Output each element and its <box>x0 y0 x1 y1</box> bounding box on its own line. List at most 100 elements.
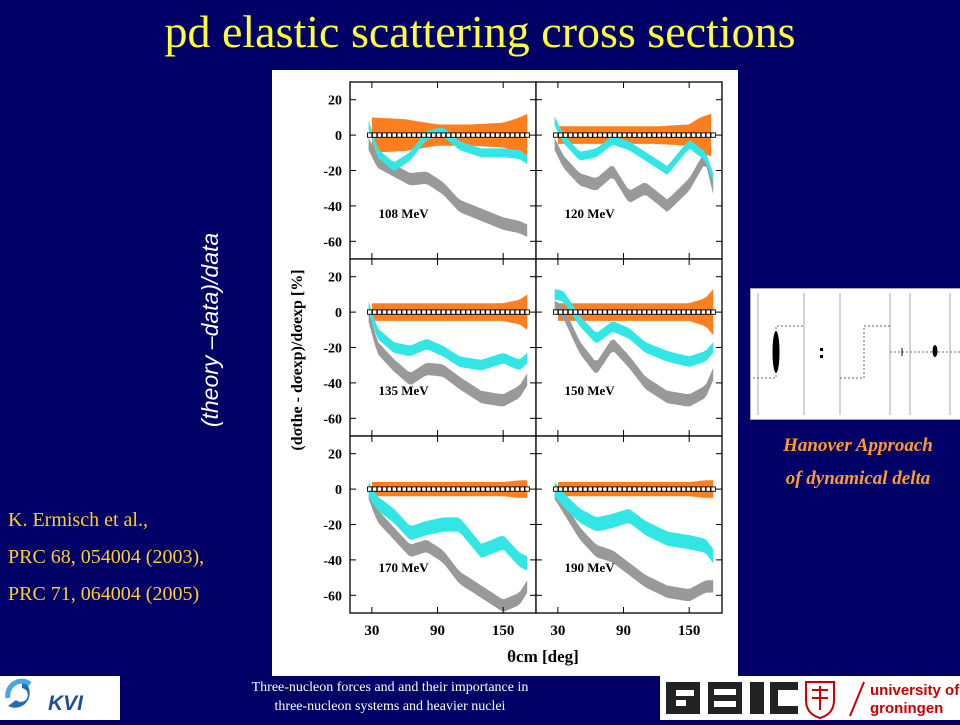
data-point-120-mev <box>588 133 592 137</box>
data-point-150-mev <box>642 310 646 314</box>
kvi-logo-text: KVI <box>48 692 84 715</box>
data-point-135-mev <box>466 310 470 314</box>
data-point-150-mev <box>647 310 651 314</box>
data-point-135-mev <box>446 310 450 314</box>
data-point-135-mev <box>471 310 475 314</box>
data-point-120-mev <box>568 133 572 137</box>
data-point-170-mev <box>372 487 376 491</box>
data-point-135-mev <box>476 310 480 314</box>
data-point-170-mev <box>471 487 475 491</box>
data-point-120-mev <box>637 133 641 137</box>
data-point-108-mev <box>471 133 475 137</box>
data-point-135-mev <box>397 310 401 314</box>
data-point-135-mev <box>500 310 504 314</box>
y-tick-label-20-108-mev: 20 <box>328 94 342 109</box>
data-point-150-mev <box>588 310 592 314</box>
data-point-135-mev <box>441 310 445 314</box>
footer-line-2: three-nucleon systems and heavier nuclei <box>120 697 660 716</box>
data-point-135-mev <box>505 310 509 314</box>
data-point-120-mev <box>613 133 617 137</box>
data-point-135-mev <box>407 310 411 314</box>
data-point-170-mev <box>412 487 416 491</box>
data-point-190-mev <box>662 487 666 491</box>
data-point-190-mev <box>618 487 622 491</box>
data-point-170-mev <box>461 487 465 491</box>
data-point-190-mev <box>691 487 695 491</box>
data-point-150-mev <box>657 310 661 314</box>
data-point-170-mev <box>427 487 431 491</box>
gsi-logo <box>660 676 800 720</box>
data-point-170-mev <box>481 487 485 491</box>
data-point-190-mev <box>637 487 641 491</box>
energy-label-120-mev: 120 MeV <box>564 206 615 221</box>
data-point-190-mev <box>657 487 661 491</box>
y-tick-label--60-135-mev: -60 <box>323 412 342 427</box>
data-point-170-mev <box>432 487 436 491</box>
data-point-190-mev <box>672 487 676 491</box>
footer-caption: Three-nucleon forces and and their impor… <box>120 676 660 720</box>
energy-label-150-mev: 150 MeV <box>564 383 615 398</box>
y-tick-label--40-170-mev: -40 <box>323 554 342 569</box>
inset-caption-line-1: Hanover Approach <box>738 434 960 458</box>
data-point-150-mev <box>558 310 562 314</box>
delta-diagram-inset <box>750 288 960 420</box>
data-point-170-mev <box>486 487 490 491</box>
data-point-170-mev <box>422 487 426 491</box>
data-point-170-mev <box>407 487 411 491</box>
y-tick-label--40-135-mev: -40 <box>323 377 342 392</box>
delta-diagram <box>750 288 960 420</box>
university-crest-icon <box>806 682 834 718</box>
slide-title: pd elastic scattering cross sections <box>0 4 960 60</box>
data-point-190-mev <box>706 487 710 491</box>
data-point-190-mev <box>608 487 612 491</box>
gsi-block-s <box>708 682 742 714</box>
data-point-190-mev <box>696 487 700 491</box>
data-point-108-mev <box>422 133 426 137</box>
data-point-120-mev <box>642 133 646 137</box>
data-point-150-mev <box>686 310 690 314</box>
x-axis-title: θcm [deg] <box>507 647 579 666</box>
diagram-frame <box>751 289 960 420</box>
data-point-120-mev <box>558 133 562 137</box>
data-point-190-mev <box>701 487 705 491</box>
data-point-150-mev <box>711 310 715 314</box>
data-point-120-mev <box>706 133 710 137</box>
university-logo-line-1: university of <box>870 682 960 699</box>
side-y-axis-caption: (theory –data)/data <box>192 205 228 455</box>
data-point-120-mev <box>682 133 686 137</box>
data-point-135-mev <box>368 310 372 314</box>
gsi-block-g <box>666 682 700 714</box>
data-point-120-mev <box>618 133 622 137</box>
data-point-190-mev <box>568 487 572 491</box>
data-point-170-mev <box>436 487 440 491</box>
data-point-135-mev <box>491 310 495 314</box>
data-point-150-mev <box>662 310 666 314</box>
university-logo-line-2: groningen <box>870 700 943 717</box>
data-point-190-mev <box>578 487 582 491</box>
x-tick-label-150-190-mev: 150 <box>678 623 701 639</box>
data-point-170-mev <box>491 487 495 491</box>
data-point-108-mev <box>446 133 450 137</box>
data-point-135-mev <box>402 310 406 314</box>
data-point-108-mev <box>500 133 504 137</box>
reference-prc-68: PRC 68, 054004 (2003), <box>8 545 204 569</box>
x-tick-label-30-190-mev: 30 <box>550 623 565 639</box>
data-point-190-mev <box>667 487 671 491</box>
data-point-150-mev <box>603 310 607 314</box>
data-point-170-mev <box>496 487 500 491</box>
data-point-170-mev <box>392 487 396 491</box>
data-point-108-mev <box>505 133 509 137</box>
data-point-190-mev <box>573 487 577 491</box>
data-point-190-mev <box>632 487 636 491</box>
data-point-150-mev <box>568 310 572 314</box>
data-point-108-mev <box>427 133 431 137</box>
data-point-190-mev <box>554 487 558 491</box>
data-point-150-mev <box>677 310 681 314</box>
energy-label-170-mev: 170 MeV <box>378 560 429 575</box>
data-point-150-mev <box>578 310 582 314</box>
data-point-170-mev <box>520 487 524 491</box>
data-point-120-mev <box>696 133 700 137</box>
x-tick-label-30-170-mev: 30 <box>364 623 379 639</box>
data-point-120-mev <box>662 133 666 137</box>
data-point-190-mev <box>563 487 567 491</box>
